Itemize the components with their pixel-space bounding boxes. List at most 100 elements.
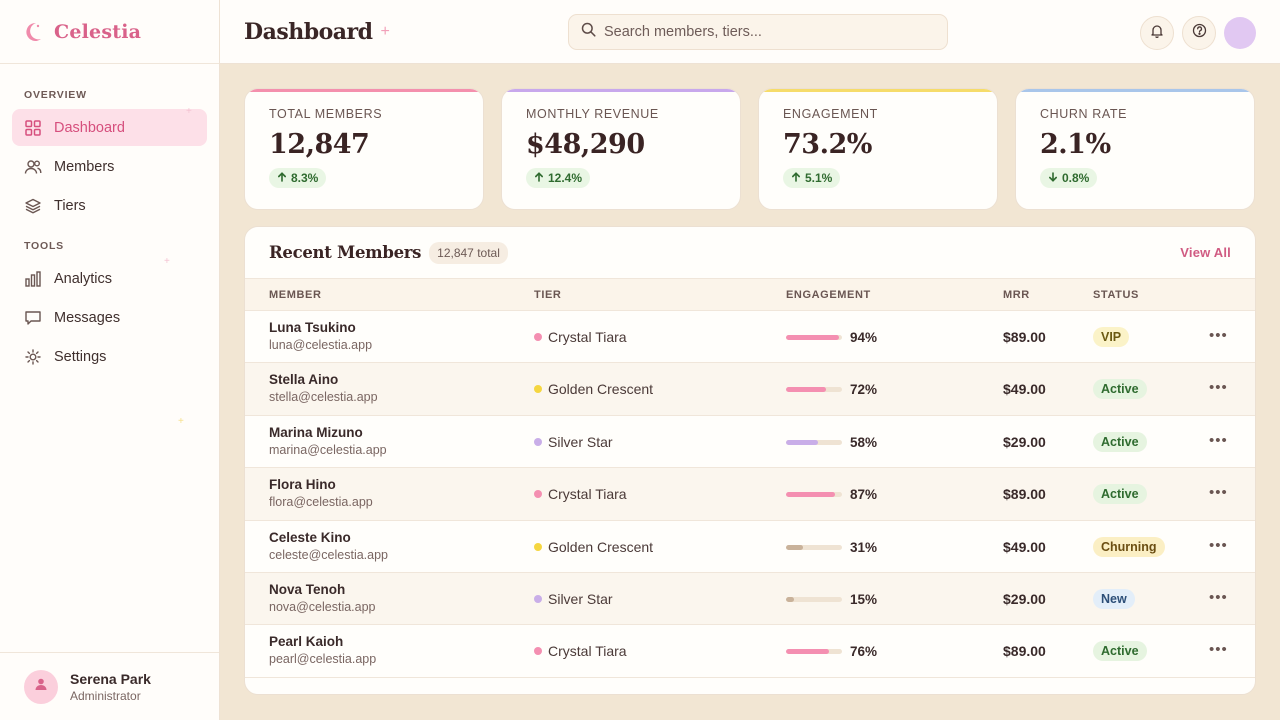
- member-email: stella@celestia.app: [269, 390, 378, 405]
- notifications-button[interactable]: [1140, 16, 1174, 50]
- member-email: celeste@celestia.app: [269, 547, 389, 562]
- stat-delta-badge: 5.1%: [783, 168, 841, 188]
- content: TOTAL MEMBERS 12,847 8.3% MONTHLY REVENUE $4…: [220, 64, 1280, 695]
- sidebar-item-label: Dashboard: [54, 119, 125, 136]
- table-row[interactable]: Marina Mizuno marina@celestia.app Silver S…: [245, 416, 1255, 469]
- engagement-bar-fill: [786, 649, 829, 655]
- row-actions-button[interactable]: •••: [1209, 589, 1228, 606]
- user-profile-card[interactable]: Serena Park Administrator: [0, 652, 219, 720]
- mrr-value: $29.00: [1003, 590, 1046, 607]
- engagement-value: 87%: [850, 487, 878, 503]
- table-row[interactable]: Nova Tenoh nova@celestia.app Silver Star 15…: [245, 572, 1255, 626]
- stat-card: ENGAGEMENT 73.2% 5.1%: [758, 88, 998, 210]
- tier-name: Crystal Tiara: [548, 486, 627, 503]
- search-bar[interactable]: [568, 14, 948, 50]
- table-row[interactable]: Flora Hino flora@celestia.app Crystal Tiar…: [245, 468, 1255, 521]
- more-horizontal-icon: •••: [1209, 484, 1228, 502]
- stat-delta-value: 12.4%: [548, 171, 583, 185]
- sidebar-item-label: Settings: [54, 348, 107, 365]
- table-row[interactable]: Pearl Kaioh pearl@celestia.app Crystal Tia…: [245, 625, 1255, 678]
- engagement-bar: [786, 596, 842, 602]
- engagement-bar: [786, 439, 842, 445]
- recent-members-card: Recent Members 12,847 total View All MEM…: [244, 226, 1256, 695]
- sparkle-decoration: +: [186, 106, 192, 117]
- member-cell: Nova Tenoh nova@celestia.app: [269, 582, 376, 614]
- sidebar-item-dashboard[interactable]: Dashboard: [12, 109, 207, 146]
- help-icon: [1192, 23, 1207, 43]
- column-header-tier: TIER: [534, 288, 562, 301]
- engagement-bar-fill: [786, 335, 839, 340]
- tier-dot: [534, 333, 542, 341]
- more-horizontal-icon: •••: [1209, 327, 1228, 344]
- engagement-value: 15%: [850, 591, 878, 607]
- stat-value: $48,290: [526, 129, 645, 160]
- engagement-cell: 72%: [786, 382, 877, 397]
- engagement-value: 58%: [850, 434, 878, 450]
- member-email: pearl@celestia.app: [269, 652, 377, 667]
- engagement-bar: [786, 335, 842, 340]
- table-row[interactable]: Luna Tsukino luna@celestia.app Crystal Tia…: [245, 311, 1255, 364]
- sidebar-item-members[interactable]: Members: [12, 148, 207, 185]
- status-badge: VIP: [1093, 327, 1130, 347]
- engagement-bar-fill: [786, 544, 804, 550]
- main-area: Dashboard +: [220, 0, 1280, 720]
- tier-cell: Golden Crescent: [534, 381, 653, 397]
- engagement-cell: 31%: [786, 540, 877, 555]
- member-name: Marina Mizuno: [269, 424, 363, 440]
- arrow-up-icon: [277, 171, 287, 185]
- help-button[interactable]: [1182, 16, 1216, 50]
- user-info: Serena Park Administrator: [70, 671, 151, 703]
- search-input[interactable]: [604, 24, 924, 40]
- engagement-cell: 58%: [786, 435, 877, 450]
- brand[interactable]: Celestia: [0, 0, 219, 64]
- member-cell: Pearl Kaioh pearl@celestia.app: [269, 634, 376, 666]
- engagement-value: 31%: [850, 539, 878, 555]
- account-avatar-button[interactable]: [1224, 17, 1256, 49]
- avatar: [24, 669, 58, 704]
- stat-delta-value: 8.3%: [291, 171, 319, 185]
- stat-delta-badge: 8.3%: [269, 168, 327, 188]
- top-actions: [1132, 16, 1256, 50]
- tier-name: Crystal Tiara: [548, 329, 627, 345]
- member-email: flora@celestia.app: [269, 495, 373, 510]
- tier-name: Crystal Tiara: [548, 643, 627, 660]
- nav-section-overview: OVERVIEW: [24, 89, 87, 101]
- sidebar-item-tiers[interactable]: Tiers: [12, 187, 207, 224]
- mrr-value: $29.00: [1003, 433, 1046, 450]
- row-actions-button[interactable]: •••: [1209, 379, 1228, 396]
- nav-list-overview: Dashboard Members Tiers: [0, 109, 219, 224]
- column-header-mrr: MRR: [1003, 288, 1030, 301]
- view-all-link[interactable]: View All: [1180, 245, 1231, 260]
- row-actions-button[interactable]: •••: [1209, 641, 1228, 658]
- more-horizontal-icon: •••: [1209, 431, 1228, 449]
- sidebar-item-settings[interactable]: Settings: [12, 338, 207, 375]
- member-cell: Marina Mizuno marina@celestia.app: [269, 425, 387, 457]
- stat-delta-badge: 12.4%: [526, 168, 591, 188]
- row-actions-button[interactable]: •••: [1209, 327, 1228, 344]
- engagement-value: 94%: [850, 330, 878, 345]
- tier-name: Golden Crescent: [548, 538, 654, 555]
- more-horizontal-icon: •••: [1209, 641, 1228, 659]
- member-cell: Flora Hino flora@celestia.app: [269, 477, 373, 509]
- member-cell: Luna Tsukino luna@celestia.app: [269, 320, 372, 352]
- engagement-cell: 76%: [786, 644, 877, 659]
- table-row[interactable]: Celeste Kino celeste@celestia.app Golden C…: [245, 521, 1255, 573]
- stat-label: TOTAL MEMBERS: [269, 107, 383, 121]
- member-email: nova@celestia.app: [269, 599, 376, 614]
- table-body: Luna Tsukino luna@celestia.app Crystal Tia…: [245, 311, 1255, 678]
- row-actions-button[interactable]: •••: [1209, 432, 1228, 449]
- tier-dot: [534, 594, 542, 603]
- row-actions-button[interactable]: •••: [1209, 484, 1228, 501]
- status-badge: Active: [1093, 431, 1147, 452]
- row-actions-button[interactable]: •••: [1209, 537, 1228, 554]
- tier-cell: Crystal Tiara: [534, 643, 627, 659]
- table-row[interactable]: Stella Aino stella@celestia.app Golden Cre…: [245, 363, 1255, 416]
- engagement-cell: 94%: [786, 330, 877, 345]
- sidebar-item-messages[interactable]: Messages: [12, 299, 207, 336]
- sidebar-item-label: Messages: [54, 309, 121, 326]
- stat-value: 73.2%: [783, 129, 872, 160]
- grid-icon: [24, 119, 42, 137]
- status-badge: New: [1093, 588, 1135, 609]
- sidebar-item-analytics[interactable]: Analytics: [12, 260, 207, 297]
